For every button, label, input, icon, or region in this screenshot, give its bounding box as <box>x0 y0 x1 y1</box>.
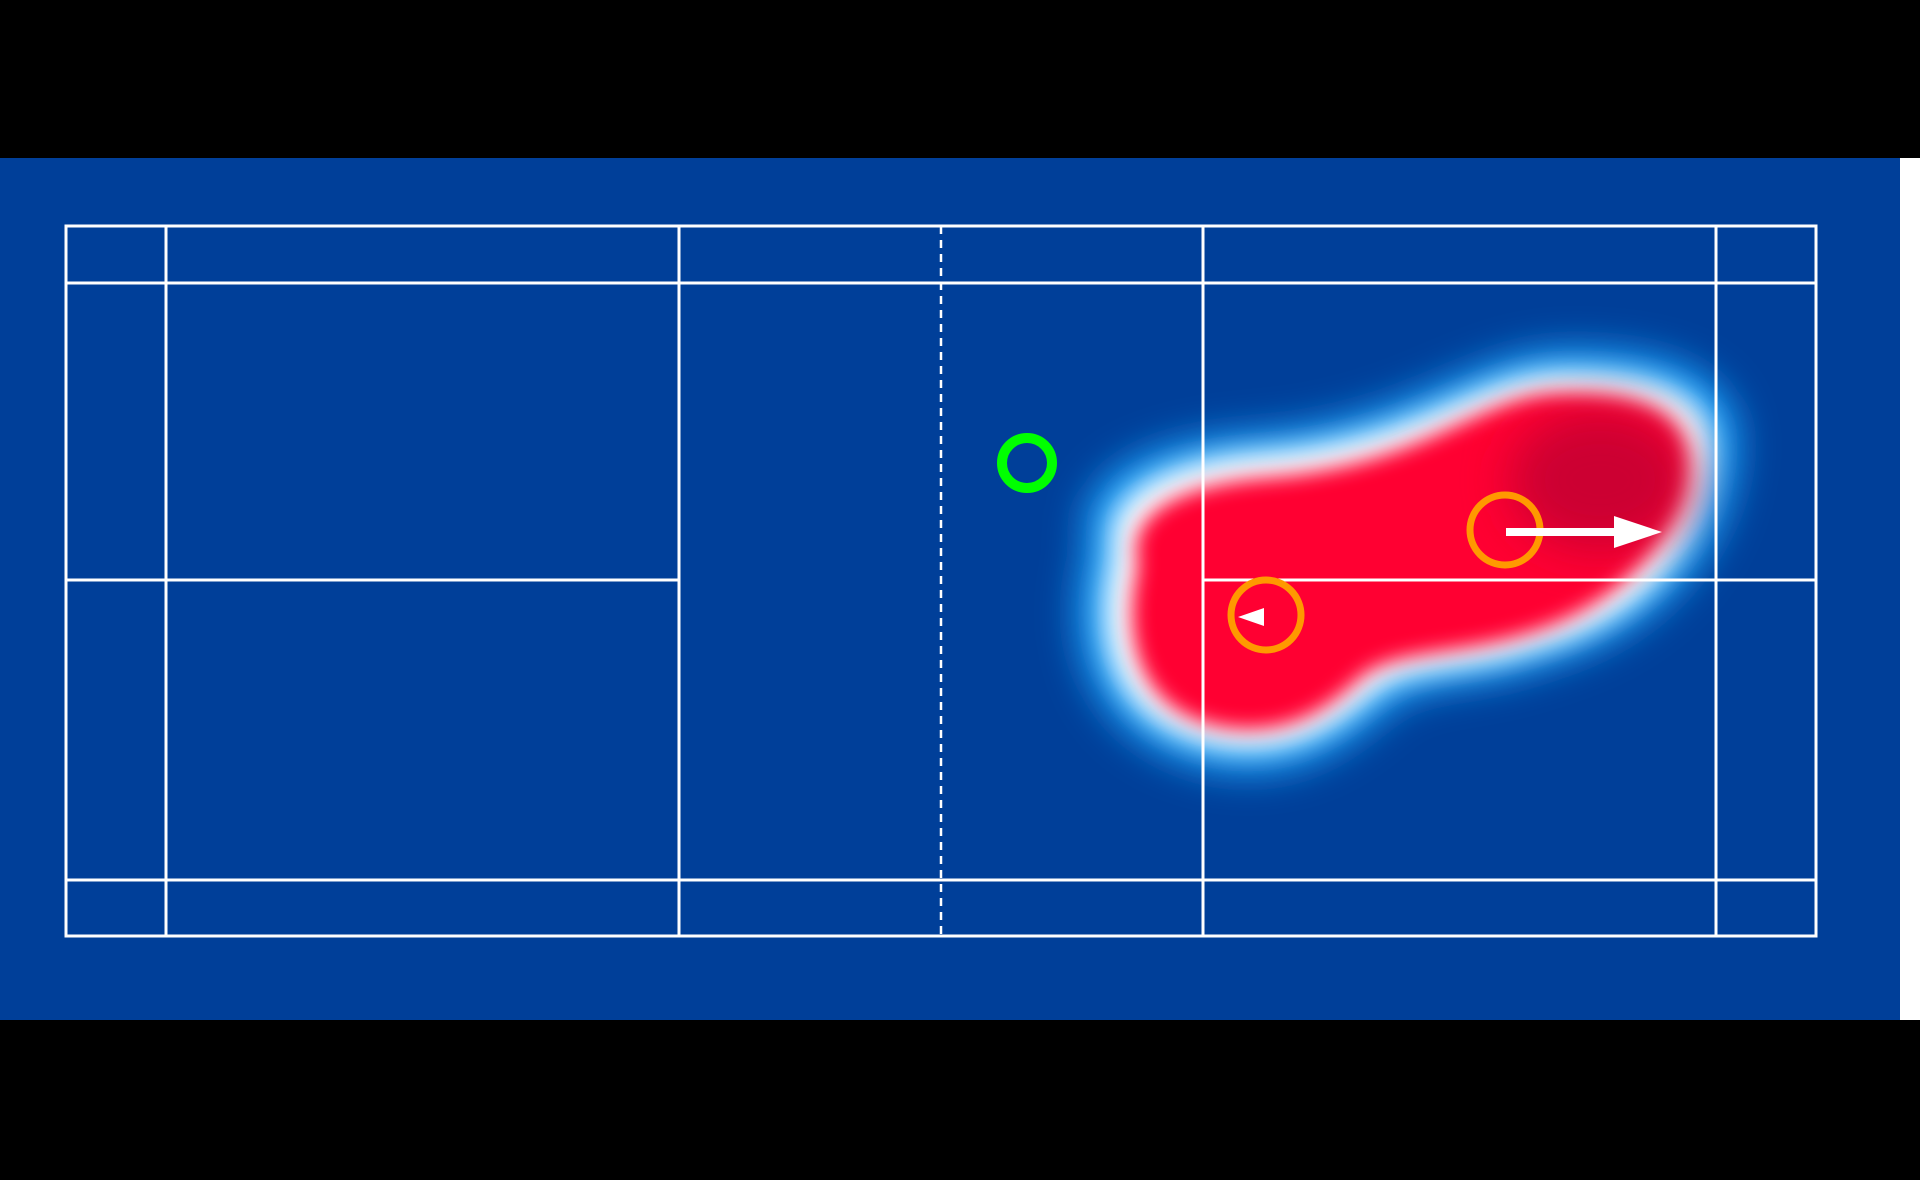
green-ring-icon <box>997 433 1057 493</box>
orange-ring-icon <box>1227 576 1305 654</box>
heatmap <box>1078 350 1738 773</box>
player-front <box>1227 576 1305 654</box>
court-lines <box>64 224 1818 938</box>
player-back <box>1466 491 1662 569</box>
heatmap-peak <box>1510 410 1690 550</box>
arrow-left-icon <box>1238 608 1264 626</box>
arrow-right-icon <box>1614 516 1662 548</box>
court-right-edge <box>1900 158 1920 1020</box>
